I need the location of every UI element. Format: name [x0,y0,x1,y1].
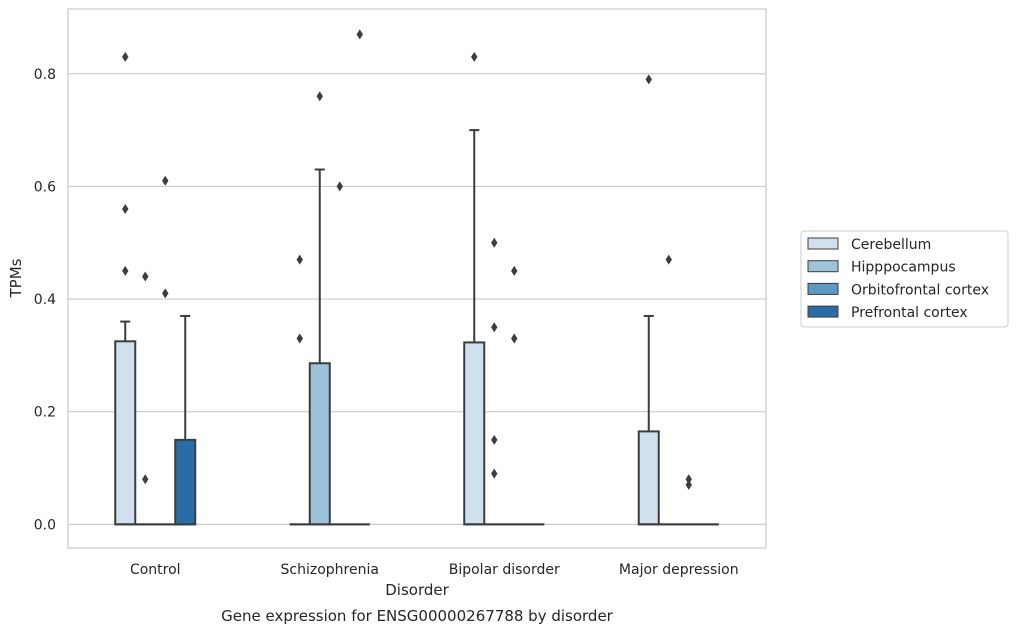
box-series [114,29,719,526]
box-prefrontal-cortex [349,29,370,526]
outlier-point [685,479,692,490]
box-orbitofrontal-cortex [155,175,176,526]
box-hipppocampus [308,91,331,526]
y-tick-label: 0.8 [34,67,56,83]
box-cerebellum [114,51,137,526]
outlier-point [316,91,323,102]
y-tick-label: 0.0 [34,517,56,533]
box-cerebellum [289,254,310,526]
x-tick-label: Bipolar disorder [449,562,560,578]
legend-label: Prefrontal cortex [851,305,968,321]
box-body [114,340,137,526]
box-cerebellum [637,74,660,526]
box-prefrontal-cortex [174,314,197,526]
legend: Cerebellum Hipppocampus Orbitofrontal cort… [800,230,1009,328]
outlier-point [511,333,518,344]
outlier-point [491,237,498,248]
box-hipppocampus [135,271,156,526]
box-body [308,362,331,526]
box-body [174,438,197,526]
outlier-point [122,51,129,62]
outlier-point [665,254,672,265]
legend-swatch [807,305,839,318]
x-tick-label: Schizophrenia [281,562,379,578]
legend-swatch [807,260,839,273]
box-body [637,430,660,526]
outlier-point [491,468,498,479]
outlier-point [471,51,478,62]
legend-label: Orbitofrontal cortex [851,282,989,298]
box-orbitofrontal-cortex [678,474,699,526]
y-axis-ticks: 0.0 0.2 0.4 0.6 0.8 [34,67,56,534]
x-tick-label: Major depression [619,562,739,578]
y-tick-label: 0.4 [34,292,56,308]
legend-label: Cerebellum [851,237,931,253]
box-hipppocampus [658,254,679,526]
legend-swatch [807,282,839,295]
outlier-point [296,254,303,265]
outlier-point [122,265,129,276]
box-orbitofrontal-cortex [329,181,350,526]
outlier-point [685,474,692,485]
chart-caption: Gene expression for ENSG00000267788 by d… [221,607,614,625]
y-tick-label: 0.2 [34,405,56,421]
outlier-point [162,288,169,299]
outlier-point [491,322,498,333]
outlier-point [491,434,498,445]
outlier-point [296,333,303,344]
outlier-point [142,474,149,485]
outlier-point [356,29,363,40]
outlier-point [162,175,169,186]
legend-frame [800,230,1009,328]
x-axis-ticks: Control Schizophrenia Bipolar disorder Majo… [130,562,739,578]
outlier-point [336,181,343,192]
box-orbitofrontal-cortex [504,265,525,526]
x-tick-label: Control [130,562,181,578]
y-tick-label: 0.6 [34,179,56,195]
box-hipppocampus [484,237,505,526]
outlier-point [142,271,149,282]
y-axis-title: TPMs [7,258,25,298]
outlier-point [511,265,518,276]
x-axis-title: Disorder [385,581,449,599]
legend-swatch [807,237,839,250]
box-cerebellum [463,51,486,526]
outlier-point [645,74,652,85]
plot-area-frame [67,8,767,549]
box-body [463,341,486,526]
y-gridlines [68,73,766,525]
outlier-point [122,203,129,214]
legend-label: Hipppocampus [851,260,956,276]
